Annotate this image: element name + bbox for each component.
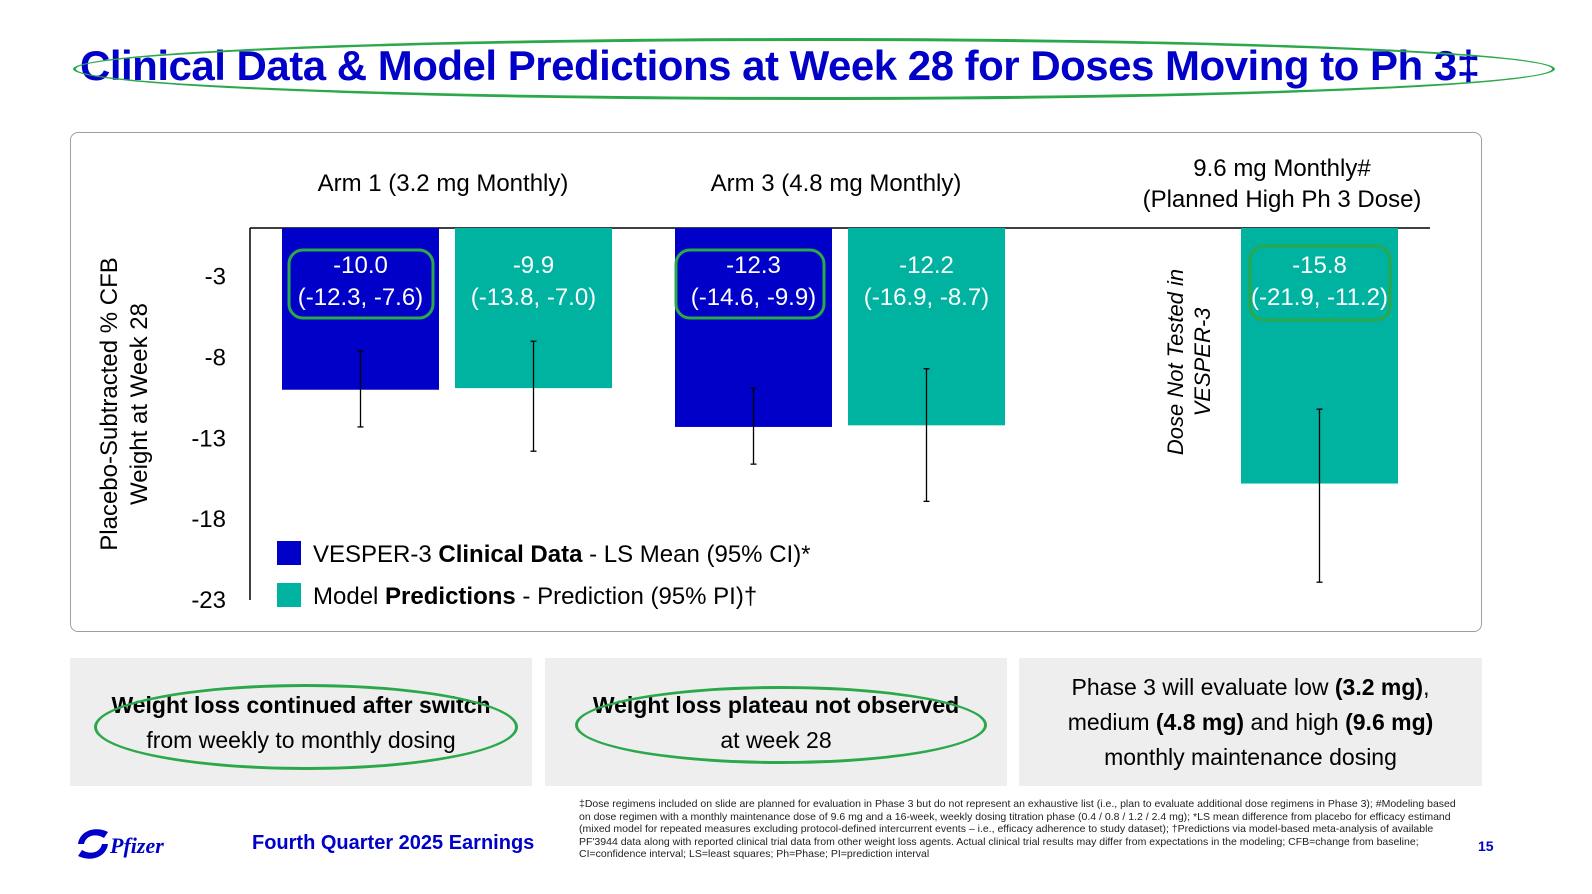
not-tested-note-line1: Dose Not Tested in [1163, 269, 1188, 455]
panel-2-highlight-oval [575, 686, 987, 764]
bar-chart: -3 -8 -13 -18 -23 Placebo-Subtracted % CFB Wei… [96, 155, 1430, 614]
panel-1-highlight-oval [94, 684, 518, 770]
panel-phase3-doses: Phase 3 will evaluate low (3.2 mg), medi… [1019, 658, 1482, 786]
ci-label-s1-g2: (-21.9, -11.2) [1251, 284, 1388, 311]
legend-text-0-post: - LS Mean (95% CI)* [582, 541, 810, 568]
panel-3-text-a: Phase 3 will evaluate low [1071, 674, 1335, 700]
panel-3-dose-high: (9.6 mg) [1345, 709, 1434, 735]
footnote: ‡Dose regimens included on slide are pla… [579, 798, 1456, 861]
panel-3-dose-low: (3.2 mg) [1334, 674, 1424, 700]
data-label-s0-g0: -10.0 [333, 252, 388, 279]
legend-text-0-pre: VESPER-3 [313, 541, 438, 568]
earnings-label: Fourth Quarter 2025 Earnings [252, 832, 535, 854]
y-tick-label-0: -3 [205, 264, 226, 291]
ci-label-s0-g0: (-12.3, -7.6) [298, 284, 423, 311]
ci-label-s0-g1: (-14.6, -9.9) [691, 284, 816, 311]
legend-text-0-bold: Clinical Data [438, 541, 583, 568]
panel-3-text-b: , [1423, 674, 1430, 700]
pfizer-logo-icon: Pfizer [78, 829, 164, 859]
legend-text-1-post: - Prediction (95% PI)† [516, 583, 757, 610]
title-highlight-oval [73, 38, 1555, 100]
data-label-s1-g2: -15.8 [1292, 252, 1347, 279]
ci-label-s1-g0: (-13.8, -7.0) [471, 284, 596, 311]
panel-3-line3: monthly maintenance dosing [1104, 744, 1397, 770]
not-tested-note-line2: VESPER-3 [1190, 307, 1215, 417]
y-tick-label-3: -18 [191, 506, 226, 533]
legend-label-0: VESPER-3 Clinical Data - LS Mean (95% CI… [313, 541, 811, 568]
y-tick-label-1: -8 [205, 344, 226, 371]
not-tested-note: Dose Not Tested inVESPER-3 [1163, 269, 1215, 455]
group-sublabel-2: (Planned High Ph 3 Dose) [1143, 186, 1422, 213]
legend-label-1: Model Predictions - Prediction (95% PI)† [313, 583, 757, 610]
group-label-2: 9.6 mg Monthly# [1193, 155, 1371, 182]
chart-frame [70, 132, 1482, 632]
y-tick-label-2: -13 [191, 425, 226, 452]
panel-3-dose-medium: (4.8 mg) [1155, 709, 1245, 735]
value-highlight-0 [287, 248, 435, 320]
ci-label-s1-g1: (-16.9, -8.7) [864, 284, 989, 311]
data-label-s0-g1: -12.3 [726, 252, 781, 279]
legend-text-1-pre: Model [313, 583, 385, 610]
page-number: 15 [1478, 838, 1494, 854]
pfizer-logo-text: Pfizer [109, 833, 164, 858]
y-axis-label: Placebo-Subtracted % CFB Weight at Week 2… [96, 257, 153, 550]
y-axis-label-line2: Weight at Week 28 [126, 303, 153, 505]
y-axis-label-line1: Placebo-Subtracted % CFB [96, 257, 123, 550]
legend-swatch-1 [277, 583, 301, 607]
panel-3-text-d: and high [1244, 709, 1346, 735]
panel-3-text-c: medium [1067, 709, 1156, 735]
panel-3-line1: Phase 3 will evaluate low (3.2 mg), [1019, 670, 1482, 705]
data-label-s1-g1: -12.2 [899, 252, 954, 279]
panel-3-line2: medium (4.8 mg) and high (9.6 mg) [1019, 705, 1482, 740]
legend-swatch-0 [277, 541, 301, 565]
pfizer-logo: Pfizer [74, 822, 174, 871]
data-label-s1-g0: -9.9 [513, 252, 554, 279]
legend-text-1-bold: Predictions [385, 583, 516, 610]
group-label-1: Arm 3 (4.8 mg Monthly) [711, 170, 962, 197]
y-tick-label-4: -23 [191, 587, 226, 614]
group-label-0: Arm 1 (3.2 mg Monthly) [318, 170, 569, 197]
value-highlight-2 [1248, 244, 1392, 322]
value-highlight-1 [674, 248, 826, 320]
